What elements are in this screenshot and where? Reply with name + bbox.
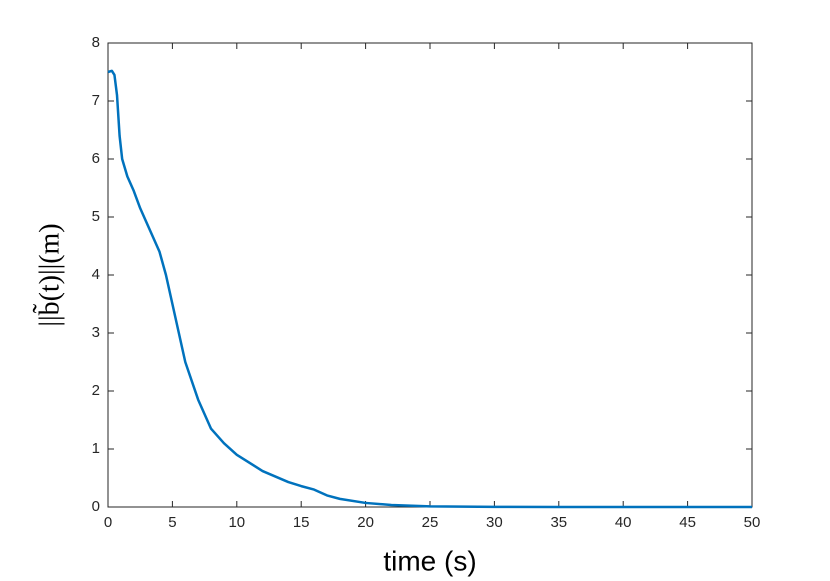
x-tick-label: 25 [422, 514, 439, 531]
x-tick-label: 45 [679, 514, 696, 531]
y-tick-label: 8 [92, 34, 100, 51]
y-tick-label: 4 [92, 266, 100, 283]
x-axis-label: time (s) [383, 545, 476, 576]
y-tick-label: 6 [92, 150, 100, 167]
x-tick-label: 40 [615, 514, 632, 531]
x-tick-label: 35 [550, 514, 567, 531]
x-tick-label: 30 [486, 514, 503, 531]
axes-box [107, 42, 753, 508]
x-tick-label: 0 [104, 514, 112, 531]
x-tick-label: 20 [357, 514, 374, 531]
x-tick-label: 50 [744, 514, 761, 531]
x-tick-label: 15 [293, 514, 310, 531]
y-tick-label: 5 [92, 208, 100, 225]
x-tick-label: 5 [168, 514, 176, 531]
data-line [107, 69, 752, 509]
y-tick-label: 0 [92, 498, 100, 515]
y-tick-label: 2 [92, 382, 100, 399]
y-axis-label: ||b̃(t)||(m) [33, 223, 66, 326]
y-tick-label: 1 [92, 440, 100, 457]
y-tick-label: 7 [92, 92, 100, 109]
x-tick-label: 10 [228, 514, 245, 531]
y-tick-label: 3 [92, 324, 100, 341]
